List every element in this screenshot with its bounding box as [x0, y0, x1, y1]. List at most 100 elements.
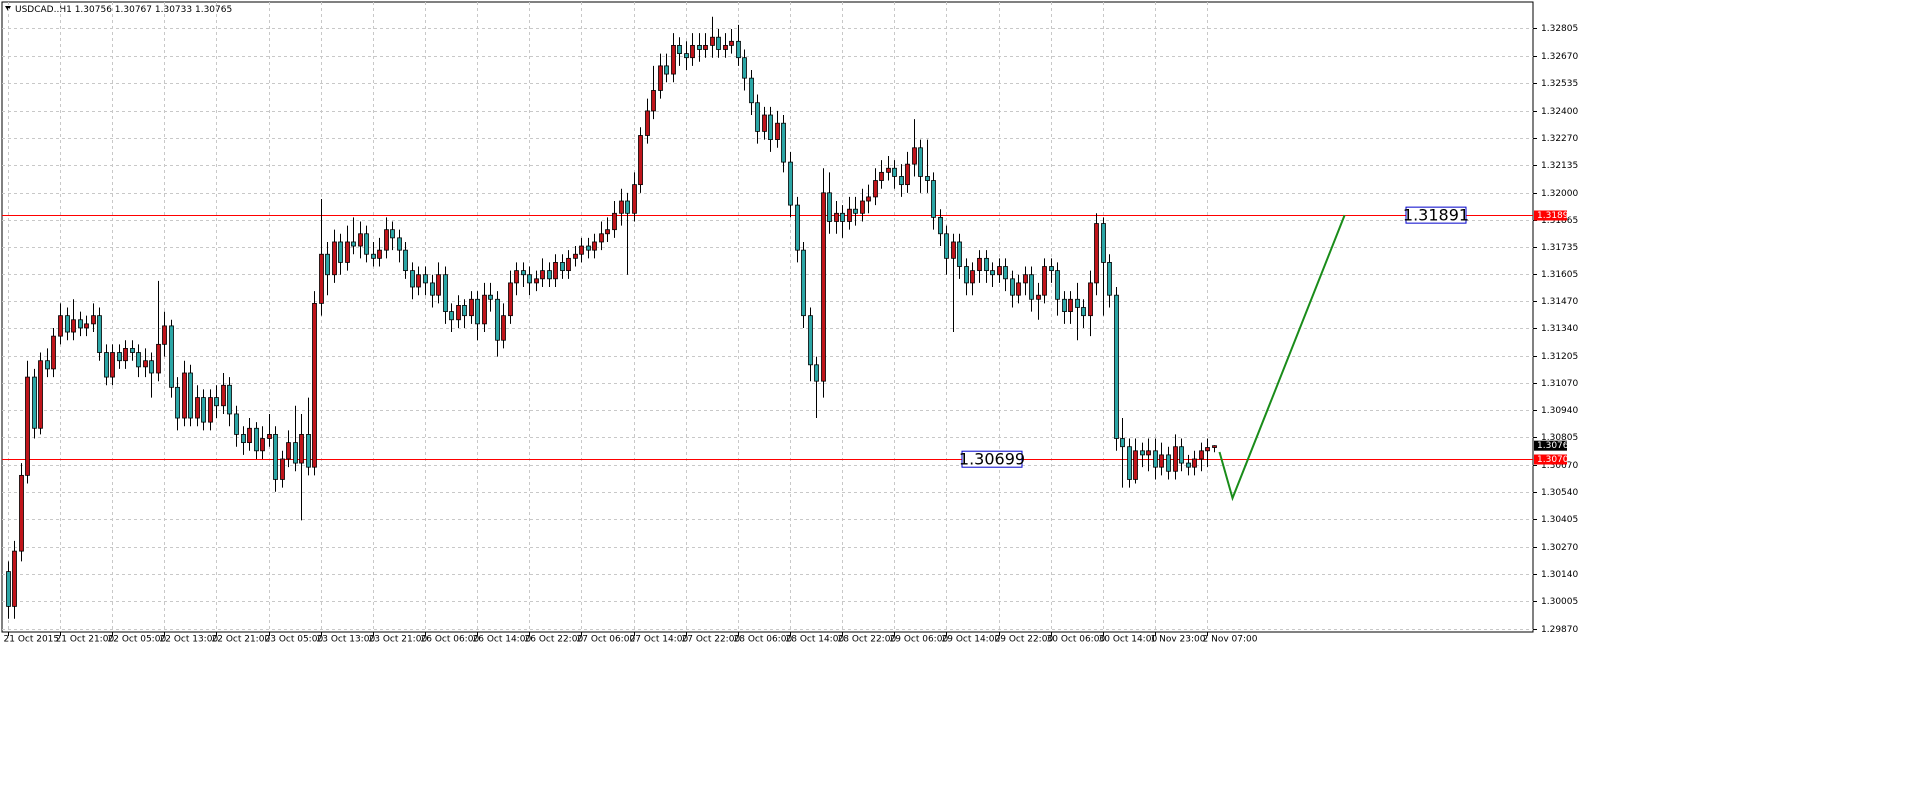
candle-body — [1159, 454, 1164, 468]
y-tick-label: 1.32805 — [1541, 24, 1578, 34]
candle-body — [912, 147, 917, 165]
x-tick-label: 28 Oct 06:00 — [734, 635, 793, 645]
candle-body — [403, 249, 408, 272]
candle-body — [775, 122, 780, 140]
candle-body — [534, 278, 539, 284]
candle-body — [977, 257, 982, 272]
x-tick-label: 22 Oct 05:00 — [108, 635, 167, 645]
y-tick-label: 1.29870 — [1541, 625, 1578, 635]
y-tick-label: 1.30405 — [1541, 515, 1578, 525]
candle-body — [638, 135, 643, 186]
candle-body — [1029, 274, 1034, 300]
x-tick-label: 1 Nov 23:00 — [1151, 635, 1206, 645]
x-tick-label: 29 Oct 06:00 — [890, 635, 949, 645]
candle-body — [91, 315, 96, 325]
candle-body — [136, 352, 141, 368]
candle-body — [117, 352, 122, 362]
candle-body — [788, 161, 793, 206]
candle-body — [1068, 298, 1073, 312]
y-tick-label: 1.32270 — [1541, 134, 1578, 144]
candle-body — [879, 171, 884, 181]
candle-body — [1081, 307, 1086, 317]
price-annotation-box — [1405, 206, 1467, 224]
candle-body — [1199, 450, 1204, 460]
candle-body — [1205, 447, 1210, 452]
x-tick-label: 21 Oct 2015 — [4, 635, 60, 645]
x-tick-label: 28 Oct 22:00 — [838, 635, 897, 645]
candle-body — [110, 352, 115, 378]
candle-body — [332, 241, 337, 276]
candle-body — [254, 427, 259, 452]
candle-body — [260, 438, 265, 452]
candle-body — [156, 343, 161, 374]
candle-body — [521, 270, 526, 276]
candle-body — [84, 323, 89, 329]
candle-body — [475, 298, 480, 325]
candle-body — [319, 253, 324, 304]
hline-axis-box — [1534, 454, 1567, 465]
candle-body — [227, 384, 232, 415]
candle-body — [827, 192, 832, 222]
candle-body — [286, 442, 291, 460]
candle-body — [364, 233, 369, 255]
candle-body — [495, 298, 500, 341]
candle-body — [358, 233, 363, 247]
candle-body — [351, 241, 356, 247]
candle-body — [599, 233, 604, 243]
candle-body — [1049, 266, 1054, 272]
candle-body — [267, 434, 272, 439]
candle-body — [1120, 438, 1125, 448]
x-tick-label: 30 Oct 06:00 — [1047, 635, 1106, 645]
candle-body — [97, 315, 102, 353]
candle-body — [553, 262, 558, 280]
candle-body — [951, 241, 956, 259]
candle-body — [664, 65, 669, 75]
candle-body — [997, 266, 1002, 276]
candle-body — [175, 386, 180, 419]
candle-body — [1192, 458, 1197, 468]
candle-body — [208, 397, 213, 423]
candle-body — [729, 40, 734, 46]
candle-body — [1186, 462, 1191, 468]
plot-frame — [1, 1, 1534, 633]
candle-body — [710, 36, 715, 46]
candle-body — [801, 249, 806, 317]
candle-body — [32, 376, 37, 429]
candle-body — [795, 204, 800, 251]
y-tick-label: 1.31865 — [1541, 216, 1578, 226]
candle-body — [1179, 446, 1184, 464]
candle-body — [632, 184, 637, 214]
candle-body — [573, 253, 578, 259]
candle-body — [749, 77, 754, 104]
y-tick-label: 1.30940 — [1541, 406, 1578, 416]
candle-body — [1114, 294, 1119, 439]
candle-body — [592, 241, 597, 251]
candle-body — [860, 200, 865, 214]
candle-body — [1212, 445, 1217, 448]
x-tick-label: 30 Oct 14:00 — [1099, 635, 1158, 645]
candle-body — [469, 298, 474, 317]
y-tick-label: 1.30140 — [1541, 570, 1578, 580]
candle-body — [280, 458, 285, 480]
candle-body — [736, 40, 741, 59]
candle-body — [78, 319, 83, 329]
candle-body — [312, 302, 317, 468]
candle-body — [345, 241, 350, 263]
candle-body — [12, 550, 17, 607]
candle-body — [762, 114, 767, 132]
candle-body — [970, 270, 975, 284]
candle-body — [430, 282, 435, 296]
candle-body — [201, 397, 206, 423]
candle-body — [619, 200, 624, 214]
candle-body — [671, 45, 676, 75]
candle-body — [723, 45, 728, 50]
candle-body — [443, 274, 448, 312]
y-tick-label: 1.32670 — [1541, 52, 1578, 62]
y-tick-label: 1.31205 — [1541, 352, 1578, 362]
candle-body — [241, 434, 246, 444]
candle-body — [1003, 266, 1008, 280]
candle-body — [58, 315, 63, 337]
x-tick-label: 23 Oct 05:00 — [265, 635, 324, 645]
